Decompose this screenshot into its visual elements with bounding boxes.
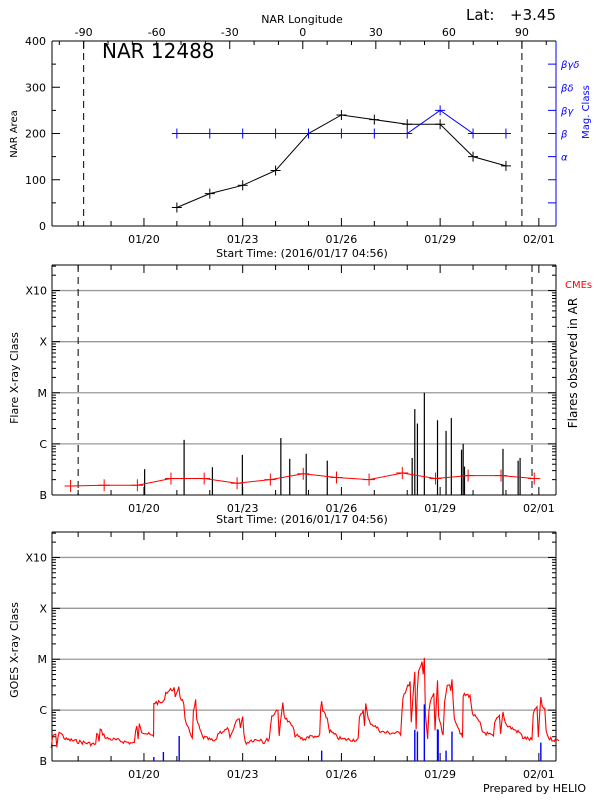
panel1-xlabel: Start Time: (2016/01/17 04:56) (216, 247, 388, 260)
longitude-tick-label: 60 (442, 26, 456, 39)
x-tick-label: 02/01 (523, 768, 555, 781)
y-tick-label: X10 (25, 285, 47, 298)
x-tick-label: 01/29 (424, 502, 456, 515)
longitude-tick-label: 30 (369, 26, 383, 39)
goes-class-axis-label: GOES X-ray Class (8, 602, 21, 698)
longitude-tick-label: -30 (221, 26, 239, 39)
x-tick-label: 01/23 (227, 502, 259, 515)
credit-label: Prepared by HELIO (483, 782, 586, 795)
y-tick-label: B (39, 755, 47, 768)
y-tick-label: 400 (25, 35, 46, 48)
x-tick-label: 01/26 (326, 768, 358, 781)
y-tick-label: M (38, 653, 48, 666)
longitude-tick-label: 0 (299, 26, 306, 39)
x-tick-label: 01/23 (227, 233, 259, 246)
latitude-label: Lat: (466, 6, 494, 24)
cme-legend-label: CMEs (565, 280, 592, 291)
x-tick-label: 01/29 (424, 233, 456, 246)
y-tick-label: 300 (25, 81, 46, 94)
x-tick-label: 02/01 (523, 502, 555, 515)
x-tick-label: 01/26 (326, 233, 358, 246)
x-tick-label: 01/26 (326, 502, 358, 515)
x-tick-label: 01/29 (424, 768, 456, 781)
y-tick-label: X (39, 602, 47, 615)
mag-class-tick-label: βγδ (560, 60, 579, 71)
y-tick-label: 100 (25, 174, 46, 187)
flare-class-axis-label: Flare X-ray Class (8, 332, 21, 424)
y-tick-label: 200 (25, 128, 46, 141)
longitude-tick-label: 90 (515, 26, 529, 39)
y-tick-label: C (39, 438, 47, 451)
x-tick-label: 01/20 (128, 502, 160, 515)
longitude-tick-label: -60 (148, 26, 166, 39)
mag-class-tick-label: β (560, 130, 568, 141)
y-tick-label: C (39, 704, 47, 717)
x-tick-label: 01/23 (227, 768, 259, 781)
x-tick-label: 01/20 (128, 768, 160, 781)
region-title: NAR 12488 (102, 39, 215, 63)
nar-area-axis-label: NAR Area (9, 110, 20, 157)
y-tick-label: X (39, 336, 47, 349)
mag-class-axis-label: Mag. Class (581, 85, 592, 139)
goes-flux-line (50, 657, 560, 749)
x-tick-label: 01/20 (128, 233, 160, 246)
panel2-xlabel: Start Time: (2016/01/17 04:56) (216, 513, 388, 526)
flares-observed-axis-label: Flares observed in AR (566, 298, 580, 428)
mag-class-tick-label: βδ (560, 83, 574, 94)
longitude-tick-label: -90 (75, 26, 93, 39)
mag-class-tick-label: βγ (560, 106, 574, 117)
mag-class-tick-label: α (561, 153, 568, 164)
nar-longitude-title: NAR Longitude (261, 13, 343, 26)
y-tick-label: X10 (25, 551, 47, 564)
latitude-value: +3.45 (510, 6, 556, 24)
y-tick-label: B (39, 489, 47, 502)
y-tick-label: 0 (39, 220, 46, 233)
x-tick-label: 02/01 (523, 233, 555, 246)
y-tick-label: M (38, 387, 48, 400)
